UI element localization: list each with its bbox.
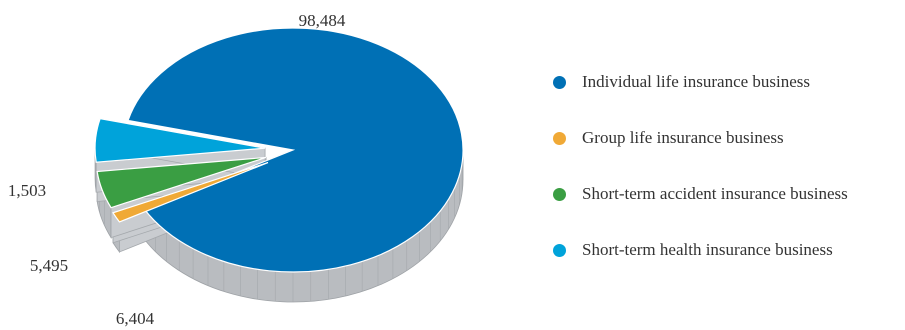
data-label-short-term-accident: 5,495: [30, 256, 68, 275]
data-label-group-life: 1,503: [8, 181, 46, 200]
pie-slice-group-life: [112, 162, 269, 223]
pie-slice-short-term-accident: [96, 156, 267, 209]
legend-item-short-term-accident: Short-term accident insurance business: [553, 183, 848, 205]
data-label-individual-life: 98,484: [299, 11, 346, 30]
legend-item-group-life: Group life insurance business: [553, 127, 848, 149]
legend-item-individual-life: Individual life insurance business: [553, 71, 848, 93]
chart-legend: Individual life insurance business Group…: [553, 71, 848, 295]
pie-slice-short-term-health: [94, 117, 266, 163]
pie-value-labels: 98,484 1,503 5,495 6,404: [8, 11, 346, 328]
data-label-short-term-health: 6,404: [116, 309, 155, 328]
pie-slice-individual-life: [127, 27, 464, 273]
legend-label-individual-life: Individual life insurance business: [582, 72, 811, 91]
legend-swatch-short-term-health: [553, 243, 566, 257]
legend-label-group-life: Group life insurance business: [582, 128, 784, 147]
pie-slice-tops: [94, 27, 464, 273]
legend-label-short-term-accident: Short-term accident insurance business: [582, 184, 848, 203]
legend-swatch-individual-life: [553, 75, 566, 89]
legend-swatch-short-term-accident: [553, 187, 566, 201]
legend-label-short-term-health: Short-term health insurance business: [582, 240, 833, 259]
legend-swatch-group-life: [553, 131, 566, 145]
legend-item-short-term-health: Short-term health insurance business: [553, 239, 848, 261]
